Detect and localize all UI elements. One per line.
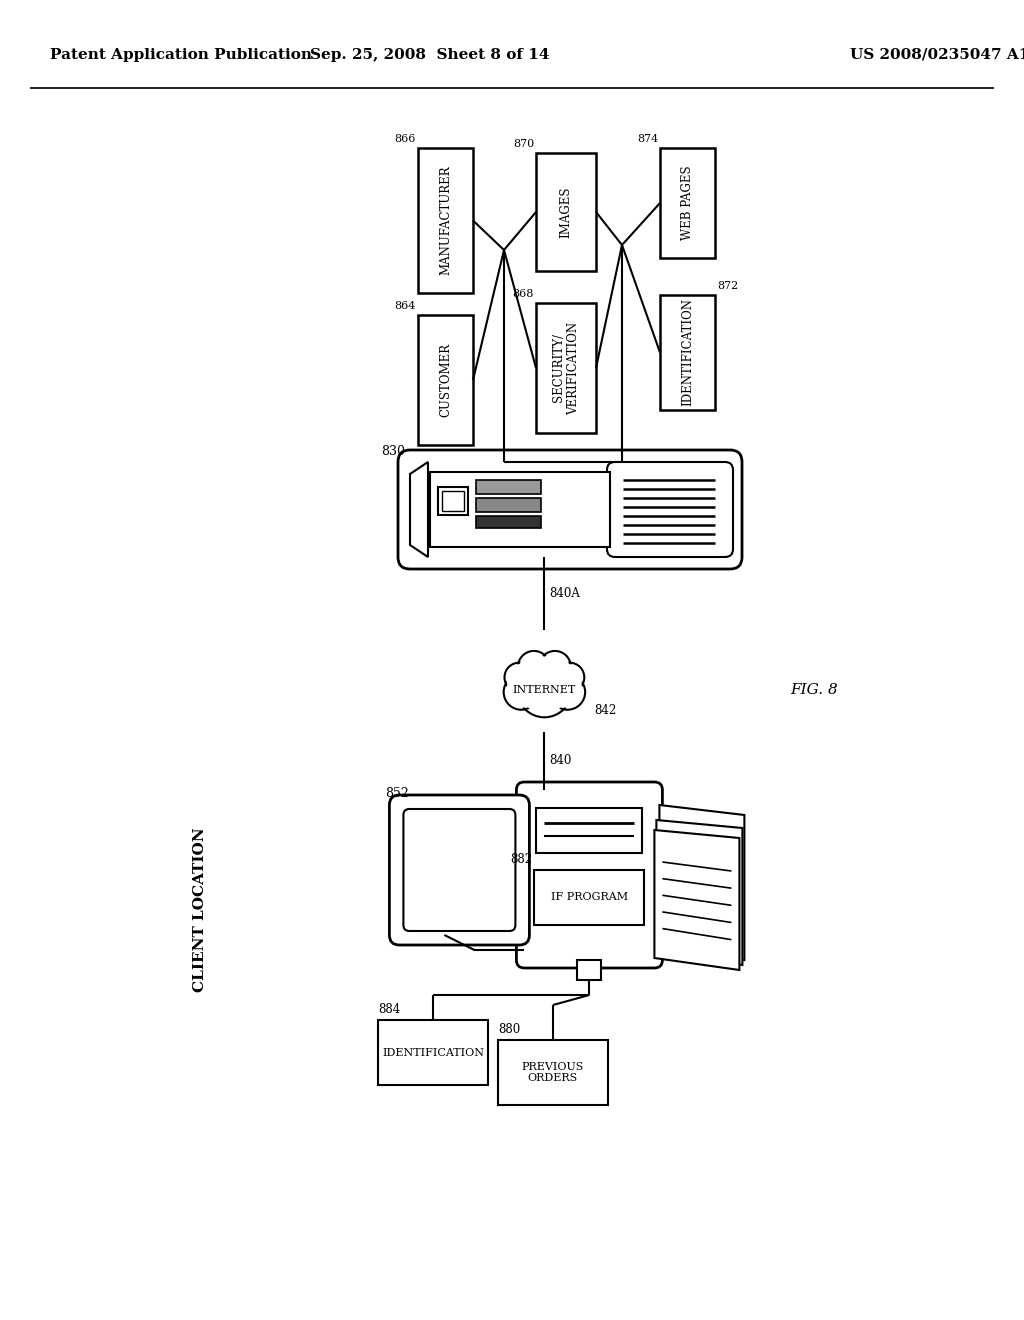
Bar [578, 960, 601, 979]
Text: IMAGES: IMAGES [559, 186, 572, 238]
Circle shape [520, 653, 548, 681]
Text: WEB PAGES: WEB PAGES [681, 166, 694, 240]
Bar [536, 153, 596, 271]
Circle shape [557, 665, 582, 690]
Bar [660, 148, 715, 257]
Bar [660, 294, 715, 411]
Text: PREVIOUS
ORDERS: PREVIOUS ORDERS [522, 1061, 584, 1084]
Circle shape [528, 661, 560, 693]
Circle shape [542, 653, 568, 681]
Circle shape [555, 663, 585, 692]
Circle shape [539, 651, 570, 682]
Circle shape [505, 663, 534, 692]
Bar [536, 304, 596, 433]
Text: IDENTIFICATION: IDENTIFICATION [382, 1048, 484, 1057]
Polygon shape [659, 805, 744, 960]
Text: 842: 842 [594, 704, 616, 717]
Text: 870: 870 [513, 139, 534, 149]
Circle shape [550, 675, 585, 710]
Text: 840: 840 [550, 755, 571, 767]
Circle shape [506, 677, 537, 708]
Circle shape [518, 651, 550, 682]
Text: MANUFACTURER: MANUFACTURER [439, 166, 452, 276]
Text: 884: 884 [378, 1003, 400, 1016]
Bar [476, 480, 541, 494]
Text: 840A: 840A [550, 587, 581, 601]
Text: IDENTIFICATION: IDENTIFICATION [681, 298, 694, 407]
Circle shape [504, 675, 539, 710]
Text: CLIENT LOCATION: CLIENT LOCATION [193, 828, 207, 993]
Bar [430, 473, 610, 546]
Circle shape [521, 667, 567, 713]
Text: 882: 882 [510, 853, 532, 866]
Polygon shape [410, 462, 428, 557]
FancyBboxPatch shape [516, 781, 663, 968]
Text: 868: 868 [513, 289, 534, 300]
Text: Patent Application Publication: Patent Application Publication [50, 48, 312, 62]
Text: CUSTOMER: CUSTOMER [439, 343, 452, 417]
Bar [438, 487, 468, 515]
Circle shape [517, 663, 571, 717]
Bar [498, 1040, 608, 1105]
Bar [476, 498, 541, 512]
Text: 880: 880 [498, 1023, 520, 1036]
Bar [442, 491, 464, 511]
Bar [378, 1020, 488, 1085]
FancyBboxPatch shape [403, 809, 515, 931]
Bar [418, 315, 473, 445]
Circle shape [507, 665, 531, 690]
FancyBboxPatch shape [398, 450, 742, 569]
Text: 864: 864 [394, 301, 416, 312]
Bar [418, 148, 473, 293]
Bar [535, 870, 644, 925]
Text: Sep. 25, 2008  Sheet 8 of 14: Sep. 25, 2008 Sheet 8 of 14 [310, 48, 550, 62]
Bar [537, 808, 642, 853]
Polygon shape [654, 830, 739, 970]
Circle shape [553, 677, 583, 708]
Text: INTERNET: INTERNET [513, 685, 577, 696]
Bar [476, 516, 541, 528]
Text: IF PROGRAM: IF PROGRAM [551, 892, 628, 903]
Text: 866: 866 [394, 135, 416, 144]
Text: 852: 852 [385, 787, 409, 800]
Text: US 2008/0235047 A1: US 2008/0235047 A1 [850, 48, 1024, 62]
FancyBboxPatch shape [607, 462, 733, 557]
Polygon shape [656, 820, 742, 965]
Text: 872: 872 [717, 281, 738, 290]
Text: 830: 830 [381, 445, 406, 458]
Text: FIG. 8: FIG. 8 [790, 682, 838, 697]
Text: SECURITY/
VERIFICATION: SECURITY/ VERIFICATION [552, 322, 580, 414]
Circle shape [525, 659, 563, 697]
Text: 874: 874 [637, 135, 658, 144]
FancyBboxPatch shape [389, 795, 529, 945]
